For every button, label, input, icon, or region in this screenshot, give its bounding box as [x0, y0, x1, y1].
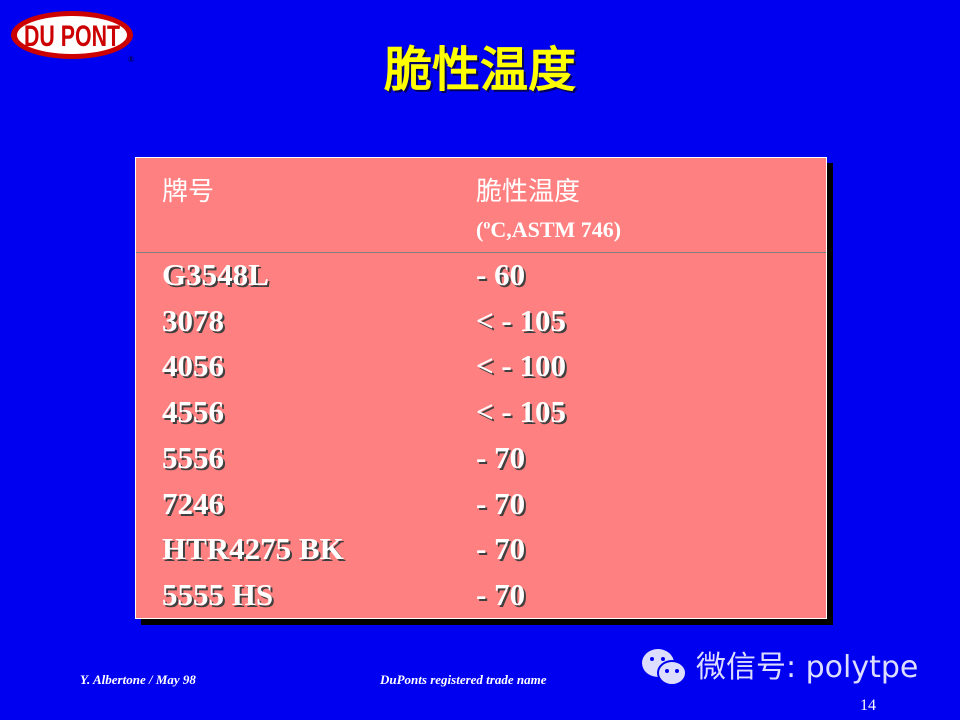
brittleness-table: 牌号 脆性温度 (oC,ASTM 746) G3548L - 60 3078 < - …: [135, 157, 827, 619]
table-row: HTR4275 BK - 70: [136, 529, 826, 575]
grade-cell: 4056: [162, 348, 224, 384]
table-row: 5556 - 70: [136, 438, 826, 484]
temp-cell: < - 105: [476, 302, 566, 338]
grade-cell: 5555 HS: [162, 576, 274, 612]
footer-author: Y. Albertone / May 98: [80, 672, 196, 687]
dupont-logo: DU PONT ®: [11, 11, 134, 62]
temp-cell: < - 105: [476, 394, 566, 430]
temp-cell: - 70: [476, 531, 526, 567]
header-grade: 牌号: [162, 177, 215, 207]
grade-cell: 4556: [162, 394, 224, 430]
wechat-icon: [642, 649, 687, 686]
page-number: 14: [860, 697, 876, 714]
table-row: 4056 < - 100: [136, 346, 826, 392]
temp-cell: - 60: [476, 257, 526, 292]
grade-cell: G3548L: [162, 257, 269, 292]
grade-cell: 7246: [162, 485, 224, 521]
grade-cell: HTR4275 BK: [162, 531, 344, 567]
temp-cell: - 70: [476, 576, 526, 612]
temp-cell: - 70: [476, 485, 526, 521]
table-row: 7246 - 70: [136, 484, 826, 530]
footer-note: DuPonts registered trade name: [380, 672, 547, 687]
grade-cell: 5556: [162, 439, 224, 475]
table-row: 5555 HS - 70: [136, 575, 826, 621]
header-brittle-temp: 脆性温度: [476, 177, 581, 207]
header-divider: [136, 252, 826, 253]
registered-mark: ®: [128, 55, 134, 62]
grade-cell: 3078: [162, 302, 224, 338]
temp-cell: - 70: [476, 439, 526, 475]
logo-text: DU PONT: [24, 20, 120, 53]
watermark-text: 微信号: polytpe: [696, 650, 919, 685]
slide-title: 脆性温度: [383, 42, 576, 98]
header-unit: (oC,ASTM 746): [476, 217, 622, 242]
watermark: 微信号: polytpe: [640, 646, 918, 690]
table-row: G3548L - 60: [136, 255, 826, 301]
temp-cell: < - 100: [476, 348, 566, 384]
table-row: 3078 < - 105: [136, 301, 826, 347]
table-row: 4556 < - 105: [136, 392, 826, 438]
